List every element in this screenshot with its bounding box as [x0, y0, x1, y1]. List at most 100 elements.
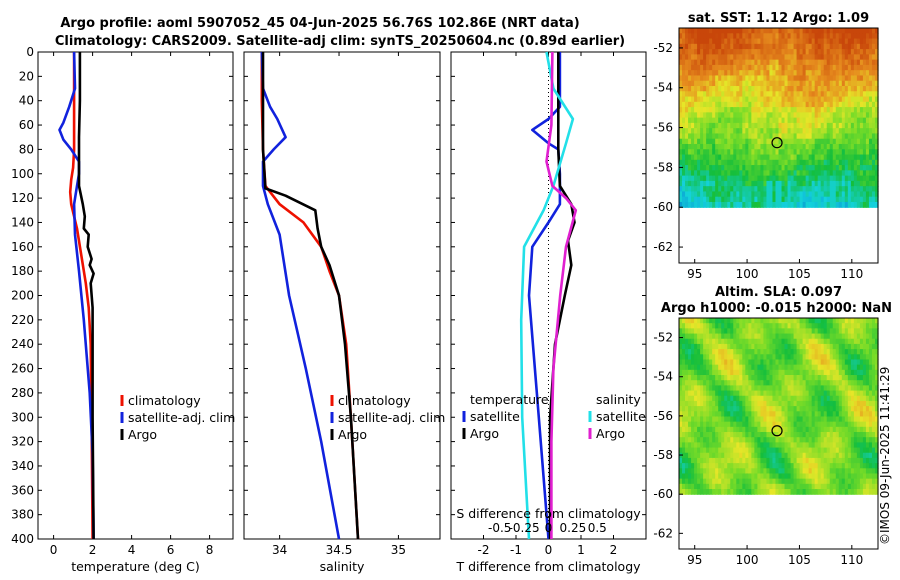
map-cell	[700, 28, 704, 34]
map-cell	[766, 191, 771, 198]
map-cell	[697, 133, 701, 140]
map-cell	[745, 473, 749, 480]
map-cell	[775, 421, 780, 428]
map-cell	[853, 406, 858, 412]
map-cell	[703, 318, 707, 324]
map-cell	[868, 154, 873, 161]
map-cell	[694, 201, 698, 208]
map-cell	[829, 406, 834, 412]
map-cell	[796, 112, 801, 119]
map-cell	[685, 359, 689, 366]
map-cell	[688, 338, 692, 345]
map-cell	[748, 107, 752, 113]
s-tick-label: -0.25	[509, 521, 540, 535]
map-cell	[688, 149, 692, 156]
map-cell	[874, 318, 879, 324]
map-cell	[679, 149, 683, 156]
map-cell	[871, 180, 876, 187]
map-cell	[805, 201, 810, 208]
map-cell	[814, 91, 819, 98]
map-cell	[838, 196, 843, 203]
map-cell	[784, 180, 789, 187]
map-cell	[832, 369, 837, 376]
map-cell	[706, 49, 710, 55]
map-cell	[691, 85, 695, 92]
map-cell	[868, 483, 873, 490]
map-cell	[844, 33, 849, 40]
map-cell	[853, 390, 858, 397]
map-cell	[805, 112, 810, 119]
map-cell	[766, 117, 771, 124]
map-cell	[694, 457, 698, 464]
map-cell	[679, 457, 683, 464]
map-cell	[685, 128, 689, 135]
map-cell	[784, 165, 789, 171]
map-cell	[778, 416, 783, 423]
map-cell	[793, 369, 798, 376]
map-cell	[700, 186, 704, 193]
map-cell	[865, 364, 870, 371]
map-cell	[760, 128, 765, 135]
map-cell	[751, 75, 755, 82]
map-cell	[769, 468, 774, 475]
map-cell	[691, 411, 695, 418]
map-cell	[790, 175, 795, 182]
map-cell	[814, 170, 819, 177]
map-cell	[862, 201, 867, 208]
map-cell	[724, 468, 728, 475]
map-cell	[787, 191, 792, 198]
map-cell	[703, 406, 707, 412]
map-cell	[697, 328, 701, 335]
map-cell	[874, 364, 879, 371]
map-cell	[760, 432, 765, 438]
map-cell	[844, 442, 849, 449]
map-cell	[682, 170, 686, 177]
map-cell	[694, 369, 698, 376]
map-cell	[730, 463, 734, 469]
map-cell	[835, 149, 840, 156]
map-cell	[868, 149, 873, 156]
map-cell	[706, 138, 710, 145]
map-cell	[820, 43, 825, 50]
map-cell	[688, 165, 692, 171]
map-cell	[871, 101, 876, 108]
map-cell	[814, 75, 819, 82]
map-cell	[679, 452, 683, 459]
map-cell	[727, 165, 731, 171]
map-cell	[775, 70, 780, 77]
map-cell	[757, 28, 762, 34]
map-cell	[778, 457, 783, 464]
map-cell	[874, 112, 879, 119]
map-cell	[856, 191, 861, 198]
map-cell	[778, 175, 783, 182]
map-cell	[874, 369, 879, 376]
map-cell	[688, 390, 692, 397]
map-cell	[868, 406, 873, 412]
map-cell	[718, 364, 722, 371]
map-cell	[823, 452, 828, 459]
map-cell	[832, 354, 837, 361]
map-cell	[709, 191, 713, 198]
map-cell	[724, 38, 728, 45]
map-cell	[685, 416, 689, 423]
map-cell	[793, 473, 798, 480]
map-cell	[823, 33, 828, 40]
map-cell	[712, 70, 716, 77]
map-cell	[721, 457, 725, 464]
map-cell	[685, 364, 689, 371]
map-cell	[703, 38, 707, 45]
map-cell	[703, 463, 707, 469]
map-cell	[697, 349, 701, 355]
map-cell	[712, 385, 716, 392]
map-cell	[802, 85, 807, 92]
map-cell	[718, 385, 722, 392]
map-cell	[760, 149, 765, 156]
map-cell	[808, 437, 813, 443]
map-cell	[829, 112, 834, 119]
map-cell	[871, 478, 876, 485]
map-cell	[835, 442, 840, 449]
map-cell	[802, 432, 807, 438]
map-cell	[796, 473, 801, 480]
map-cell	[751, 328, 755, 335]
map-cell	[763, 117, 768, 124]
